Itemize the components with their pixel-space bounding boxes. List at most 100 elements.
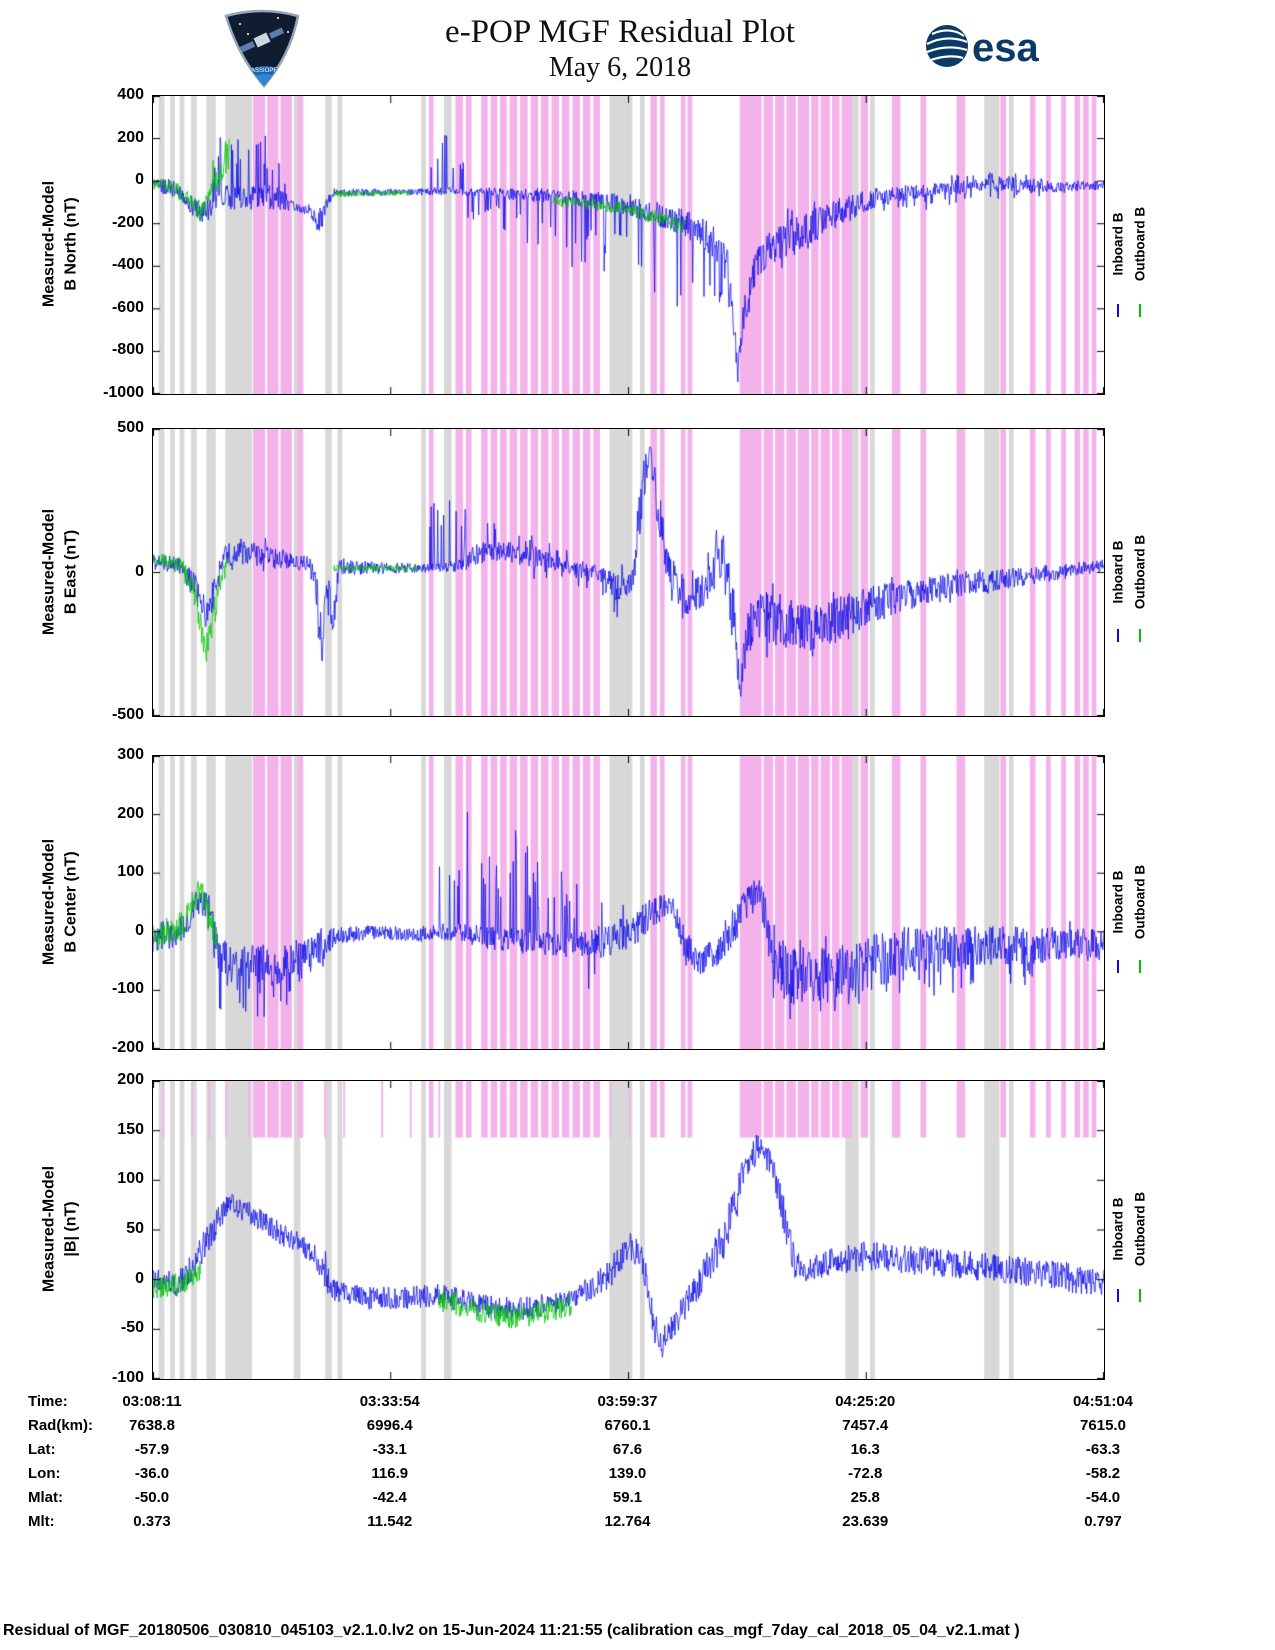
legend-inboard-label: Inboard B xyxy=(1110,212,1126,276)
y-axis-label-b-center: Measured-Model B Center (nT) xyxy=(38,838,81,964)
y-tick-label: 50 xyxy=(126,1220,144,1237)
axis-value: 6760.1 xyxy=(604,1417,651,1434)
y-axis-label-line2: |B| (nT) xyxy=(62,1201,79,1257)
axis-value: 04:25:20 xyxy=(835,1393,896,1410)
axis-row-label: Mlat: xyxy=(28,1489,63,1506)
y-axis-label-line1: Measured-Model xyxy=(40,180,58,308)
axis-value: 23.639 xyxy=(842,1513,889,1530)
satellite-icon xyxy=(239,27,285,53)
y-tick-label: -200 xyxy=(111,213,144,231)
patch-label: CASSIOPE xyxy=(247,68,278,74)
legend-inboard-marker xyxy=(1117,1288,1119,1302)
esa-logo: esa xyxy=(926,25,1039,70)
legend-outboard-label: Outboard B xyxy=(1132,206,1148,282)
y-tick-label: -50 xyxy=(120,1319,144,1337)
axis-value: 25.8 xyxy=(850,1489,880,1506)
y-tick-label: 400 xyxy=(117,86,144,103)
axis-value: 67.6 xyxy=(612,1441,643,1458)
legend-outboard-marker xyxy=(1139,1288,1141,1302)
footer-file-info: Residual of MGF_20180506_030810_045103_v… xyxy=(3,1622,1020,1639)
legend-inboard-label: Inboard B xyxy=(1110,870,1126,933)
axis-value: 7638.8 xyxy=(129,1417,175,1434)
axis-row-label: Mlt: xyxy=(28,1513,55,1530)
axis-row-label: Rad(km): xyxy=(28,1417,94,1434)
plot-area-b_magnitude xyxy=(152,1080,1105,1380)
axis-row-label: Lat: xyxy=(28,1441,56,1458)
axis-value: -57.9 xyxy=(134,1441,170,1458)
axis-row-label: Lon: xyxy=(28,1465,61,1482)
axis-value: -50.0 xyxy=(134,1489,170,1506)
y-axis-label-line2: B North (nT) xyxy=(62,197,79,291)
legend-inboard-label: Inboard B xyxy=(1110,540,1126,603)
axis-value: 0.797 xyxy=(1084,1513,1122,1530)
axis-value: 12.764 xyxy=(604,1513,651,1530)
axis-value: -63.3 xyxy=(1085,1441,1121,1458)
axis-value: 16.3 xyxy=(850,1441,880,1458)
y-tick-label: -800 xyxy=(111,341,144,359)
axis-value: 04:51:04 xyxy=(1072,1393,1134,1410)
y-axis-label-b-magnitude: Measured-Model |B| (nT) xyxy=(38,1166,81,1292)
y-axis-label-line2: B East (nT) xyxy=(62,529,79,614)
y-axis-label-line1: Measured-Model xyxy=(40,508,58,635)
plot-area-b_east xyxy=(152,428,1105,717)
legend-outboard-marker xyxy=(1139,628,1141,642)
y-tick-label: 0 xyxy=(135,1269,144,1287)
axis-value: -72.8 xyxy=(848,1465,883,1482)
axis-value: 03:33:54 xyxy=(359,1393,420,1410)
legend-outboard-label: Outboard B xyxy=(1132,864,1148,939)
y-tick-label: -100 xyxy=(111,1369,144,1386)
legend-inboard-marker xyxy=(1117,628,1119,642)
plot-area-b_north xyxy=(152,95,1105,395)
axis-value: 7457.4 xyxy=(842,1417,889,1434)
axis-value: -54.0 xyxy=(1085,1489,1121,1506)
axis-value: -42.4 xyxy=(372,1489,407,1506)
y-tick-label: 0 xyxy=(135,921,144,939)
y-tick-label: -600 xyxy=(111,298,144,316)
axis-value: -58.2 xyxy=(1085,1465,1121,1482)
plot-date: May 6, 2018 xyxy=(548,52,692,83)
esa-wordmark: esa xyxy=(972,26,1039,70)
y-tick-label: 500 xyxy=(117,419,144,436)
legend-inboard-marker xyxy=(1117,960,1119,974)
y-tick-label: -500 xyxy=(111,706,144,723)
y-tick-label: 150 xyxy=(117,1120,144,1138)
plot-area-b_center xyxy=(152,755,1105,1050)
axis-value: -33.1 xyxy=(372,1441,407,1458)
y-tick-label: 200 xyxy=(117,1071,144,1088)
legend-inboard-label: Inboard B xyxy=(1110,1197,1126,1261)
legend-outboard-marker xyxy=(1139,960,1141,974)
legend-outboard-marker xyxy=(1139,303,1141,317)
legend-outboard-label: Outboard B xyxy=(1132,1191,1148,1267)
axis-value: 116.9 xyxy=(371,1465,409,1482)
y-tick-label: 0 xyxy=(135,562,144,580)
y-tick-label: 0 xyxy=(135,171,144,189)
y-tick-label: -100 xyxy=(111,980,144,998)
legend-outboard-label: Outboard B xyxy=(1132,534,1148,609)
y-axis-label-line1: Measured-Model xyxy=(40,838,58,965)
cassiope-mission-patch-logo: CASSIOPE xyxy=(224,9,300,88)
axis-value: 03:08:11 xyxy=(122,1393,182,1410)
y-tick-label: 200 xyxy=(117,804,144,822)
axis-value: 7615.0 xyxy=(1080,1417,1126,1434)
axis-value: 139.0 xyxy=(608,1465,647,1482)
y-tick-label: 100 xyxy=(117,863,144,881)
axis-value: 11.542 xyxy=(367,1513,413,1530)
y-tick-label: 300 xyxy=(117,746,144,763)
y-axis-label-b-east: Measured-Model B East (nT) xyxy=(38,508,81,634)
y-tick-label: 200 xyxy=(117,128,144,146)
axis-value: 0.373 xyxy=(133,1513,171,1530)
axis-value: -36.0 xyxy=(134,1465,170,1482)
y-tick-label: -200 xyxy=(111,1039,144,1056)
legend-inboard-marker xyxy=(1117,303,1119,317)
axis-row-label: Time: xyxy=(28,1393,68,1410)
y-axis-label-line2: B Center (nT) xyxy=(62,850,79,953)
plot-title: e-POP MGF Residual Plot xyxy=(445,14,795,50)
axis-value: 6996.4 xyxy=(366,1417,413,1434)
axis-value: 03:59:37 xyxy=(597,1393,658,1410)
y-tick-label: -400 xyxy=(111,256,144,274)
y-axis-label-b-north: Measured-Model B North (nT) xyxy=(38,181,81,307)
y-axis-label-line1: Measured-Model xyxy=(40,1165,58,1293)
axis-value: 59.1 xyxy=(612,1489,643,1506)
y-tick-label: -1000 xyxy=(103,384,144,401)
